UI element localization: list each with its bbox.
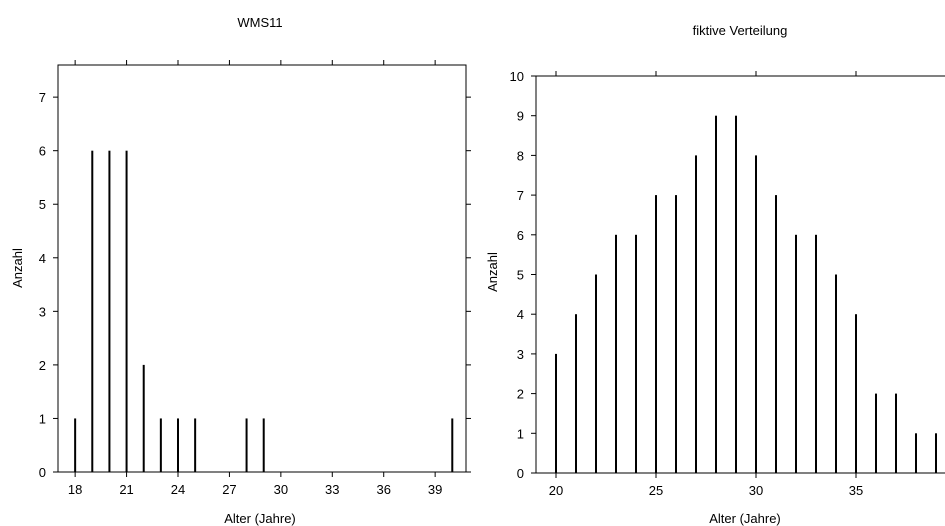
chart-right-ytick-label: 9 (517, 109, 524, 124)
chart-left-xtick-label: 30 (274, 482, 288, 497)
chart-left-plot-frame (57, 64, 467, 473)
chart-left-bars (74, 150, 454, 472)
chart-right-bars (555, 115, 937, 473)
chart-left-xtick-label: 36 (376, 482, 390, 497)
chart-left-ticks: 18 21 24 27 30 33 36 39 0 1 2 3 4 5 6 7 (39, 60, 471, 497)
chart-right-ytick-label: 10 (510, 69, 524, 84)
chart-left-ytick-label: 6 (39, 144, 46, 159)
chart-right-bar (835, 274, 837, 473)
chart-left-xtick-label: 21 (119, 482, 133, 497)
chart-right-xtick-label: 35 (849, 483, 863, 498)
chart-left-xtick-label: 39 (428, 482, 442, 497)
chart-right-ylabel: Anzahl (485, 252, 500, 292)
chart-right-bar (815, 234, 817, 473)
chart-right-ytick-label: 3 (517, 347, 524, 362)
chart-left-bar (159, 418, 162, 472)
chart-right-plot-frame (535, 75, 945, 474)
chart-left-xtick-label: 33 (325, 482, 339, 497)
chart-left-ytick-label: 3 (39, 304, 46, 319)
chart-left-bar (177, 418, 179, 472)
chart-left-title: WMS11 (237, 15, 282, 30)
chart-left: WMS11 18 21 24 27 30 33 36 39 0 1 2 3 4 5 6 7 Alter (Ja… (10, 15, 471, 526)
chart-right-title: fiktive Verteilung (693, 23, 788, 38)
chart-right-bar (735, 115, 737, 473)
chart-right-bar (895, 393, 897, 473)
chart-right-ytick-label: 1 (517, 426, 524, 441)
chart-right-ytick-label: 0 (517, 466, 524, 481)
chart-right-bar (855, 314, 857, 473)
chart-left-xtick-label: 18 (68, 482, 82, 497)
chart-left-bar (262, 418, 265, 472)
chart-right-bar (715, 115, 717, 473)
chart-left-ytick-label: 5 (39, 197, 46, 212)
chart-right-bar (595, 274, 597, 473)
chart-right-xtick-label: 20 (549, 483, 563, 498)
chart-right-bar (695, 155, 697, 473)
chart-left-xtick-label: 24 (171, 482, 185, 497)
chart-right-xtick-label: 30 (749, 483, 763, 498)
chart-right-ticks: 2025303540012345678910 (510, 69, 864, 498)
chart-left-bar (194, 418, 197, 472)
chart-left-ytick-label: 4 (39, 251, 46, 266)
chart-right-ytick-label: 4 (517, 307, 524, 322)
chart-left-xtick-label: 27 (222, 482, 236, 497)
chart-right-bar (775, 195, 777, 473)
chart-right-bar (795, 234, 797, 473)
chart-left-bar (245, 418, 248, 472)
chart-right-bar (555, 353, 557, 473)
chart-left-bar (74, 418, 77, 472)
chart-right-ytick-label: 6 (517, 228, 524, 243)
chart-right-ytick-label: 2 (517, 387, 524, 402)
chart-right-xlabel: Alter (Jahre) (709, 511, 781, 526)
chart-right-bar (635, 234, 637, 473)
chart-right-ytick-label: 8 (517, 148, 524, 163)
chart-left-bar (91, 150, 94, 472)
chart-right: fiktive Verteilung 202530354001234567891… (485, 23, 945, 526)
chart-right-bar (915, 433, 917, 473)
chart-right-bar (755, 155, 757, 473)
chart-left-bar (125, 150, 128, 472)
chart-left-ytick-label: 0 (39, 465, 46, 480)
chart-right-ytick-label: 7 (517, 188, 524, 203)
chart-right-bar (655, 195, 657, 473)
chart-left-ytick-label: 1 (39, 411, 46, 426)
chart-right-bar (935, 433, 937, 473)
chart-right-bar (875, 393, 877, 473)
chart-right-xtick-label: 25 (649, 483, 663, 498)
chart-left-bar (108, 150, 111, 472)
chart-right-ytick-label: 5 (517, 268, 524, 283)
chart-left-ytick-label: 7 (39, 90, 46, 105)
chart-right-bar (615, 234, 617, 473)
chart-left-ytick-label: 2 (39, 358, 46, 373)
chart-left-xlabel: Alter (Jahre) (224, 511, 296, 526)
chart-left-bar (142, 364, 145, 472)
chart-left-bar (451, 418, 454, 472)
chart-left-ylabel: Anzahl (10, 248, 25, 288)
chart-right-bar (675, 195, 677, 473)
chart-right-bar (575, 314, 577, 473)
